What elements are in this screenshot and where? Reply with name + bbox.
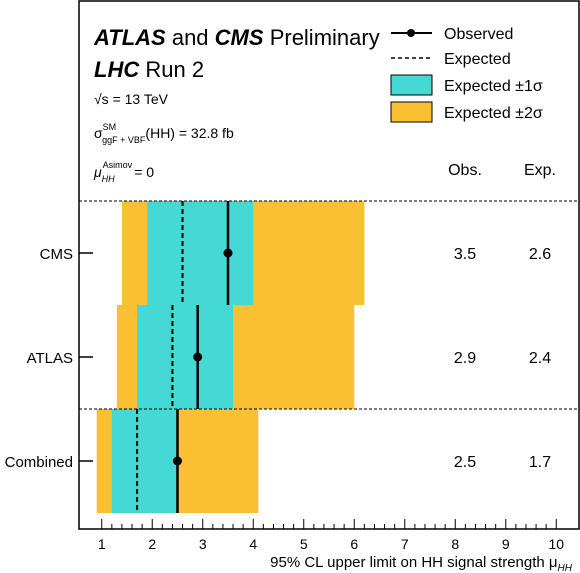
y-tick-label-cms: CMS	[40, 246, 73, 263]
x-tick-label: 7	[401, 536, 409, 552]
observed-marker-atlas	[193, 352, 203, 362]
x-tick-label: 2	[148, 536, 156, 552]
band1-combined	[111, 409, 178, 513]
legend-band2-swatch	[390, 101, 433, 123]
values-layer: 3.5 2.6 2.9 2.4 2.5 1.7	[454, 246, 551, 471]
observed-marker-combined	[172, 456, 182, 466]
energy-label: √s = 13 TeV	[94, 91, 169, 107]
observed-marker-cms	[223, 248, 233, 258]
band1-cms	[147, 201, 254, 305]
x-tick-label: 6	[350, 536, 358, 552]
legend-band1-swatch	[390, 74, 433, 96]
exp-value-atlas: 2.4	[529, 350, 551, 367]
y-tick-label-combined: Combined	[5, 454, 73, 471]
legend-band2-label: Expected ±2σ	[444, 105, 543, 122]
title-line1: ATLAS and CMS Preliminary	[93, 25, 380, 50]
mu-label: μHHAsimov = 0	[93, 160, 154, 184]
x-axis-ticks: 1 2 3 4 5 6 7 8 9 10	[98, 519, 564, 552]
band1-atlas	[137, 305, 234, 409]
obs-value-cms: 3.5	[454, 246, 476, 263]
legend-band1-label: Expected ±1σ	[444, 78, 543, 95]
x-axis-label: 95% CL upper limit on HH signal strength…	[270, 554, 573, 573]
y-axis-ticks: CMS ATLAS Combined	[5, 246, 93, 471]
plot-frame	[78, 0, 580, 530]
x-tick-label: 9	[502, 536, 510, 552]
exp-column-header: Exp.	[524, 162, 556, 179]
x-tick-label: 3	[199, 536, 207, 552]
legend-observed-marker	[407, 29, 415, 37]
exp-value-combined: 1.7	[529, 454, 551, 471]
legend-expected-label: Expected	[444, 51, 511, 68]
xsec-label: σSM ggF + VBF(HH) = 32.8 fb	[94, 122, 234, 145]
lines-layer	[136, 201, 233, 513]
legend: Observed Expected Expected ±1σ Expected …	[390, 26, 543, 123]
y-tick-label-atlas: ATLAS	[27, 350, 73, 367]
obs-column-header: Obs.	[448, 162, 482, 179]
title-line2: LHC Run 2	[94, 57, 204, 82]
x-tick-label: 5	[300, 536, 308, 552]
x-tick-label: 10	[548, 536, 564, 552]
exp-value-cms: 2.6	[529, 246, 551, 263]
obs-value-combined: 2.5	[454, 454, 476, 471]
obs-value-atlas: 2.9	[454, 350, 476, 367]
x-tick-label: 8	[451, 536, 459, 552]
legend-observed-label: Observed	[444, 26, 513, 43]
x-tick-label: 1	[98, 536, 106, 552]
x-tick-label: 4	[249, 536, 257, 552]
